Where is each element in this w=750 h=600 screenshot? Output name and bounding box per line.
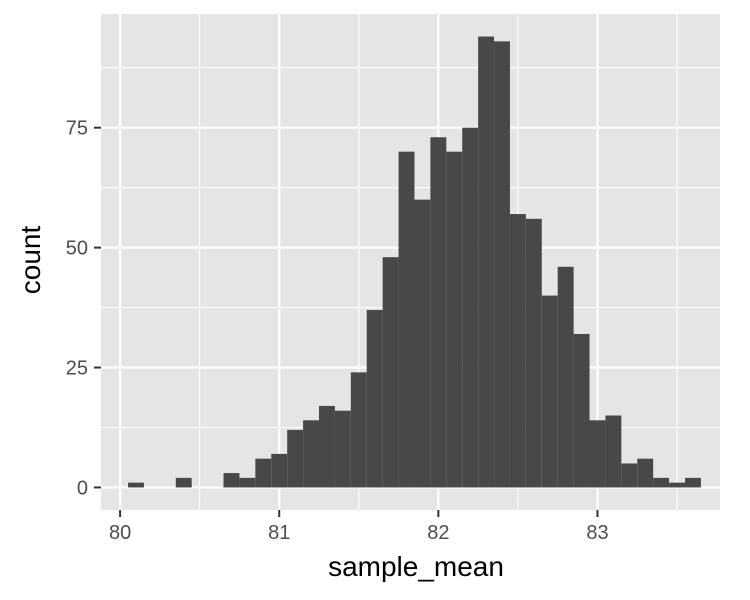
histogram-bar xyxy=(525,218,542,488)
histogram-bar xyxy=(494,41,510,488)
histogram-bar xyxy=(462,127,479,488)
histogram-bar xyxy=(446,151,463,488)
histogram-bars xyxy=(128,36,701,488)
histogram-bar xyxy=(684,477,701,488)
histogram-bar xyxy=(319,405,335,488)
histogram-bar xyxy=(589,420,606,488)
y-tick-label: 25 xyxy=(66,358,88,380)
histogram-bar xyxy=(350,372,367,488)
x-tick-label: 83 xyxy=(586,522,608,544)
histogram-bar xyxy=(430,137,447,488)
histogram-bar xyxy=(557,266,574,488)
y-tick-label: 50 xyxy=(66,238,88,260)
histogram-bar xyxy=(303,420,320,488)
y-axis: 0 25 50 75 xyxy=(66,118,101,499)
y-tick-label: 0 xyxy=(77,477,88,499)
histogram-bar xyxy=(382,257,399,488)
histogram-bar xyxy=(366,309,383,488)
histogram-bar xyxy=(175,477,192,488)
histogram-bar xyxy=(573,333,590,488)
x-tick-label: 80 xyxy=(109,522,131,544)
histogram-bar xyxy=(605,415,622,488)
histogram-bar xyxy=(239,477,256,488)
histogram-bar xyxy=(478,36,495,488)
histogram-bar xyxy=(669,482,685,488)
histogram-bar xyxy=(653,477,670,488)
histogram-bar xyxy=(128,482,144,488)
x-axis-title: sample_mean xyxy=(328,551,504,582)
histogram-bar xyxy=(414,199,431,488)
histogram-bar xyxy=(621,463,638,488)
histogram-bar xyxy=(271,453,288,488)
histogram-bar xyxy=(509,214,526,488)
x-tick-label: 82 xyxy=(427,522,449,544)
y-tick-label: 75 xyxy=(66,118,88,140)
x-tick-label: 81 xyxy=(268,522,290,544)
histogram-bar xyxy=(334,410,351,488)
histogram-bar xyxy=(255,458,272,488)
y-axis-title: count xyxy=(15,226,46,295)
histogram-bar xyxy=(541,295,558,488)
histogram-bar xyxy=(637,458,654,488)
histogram-bar xyxy=(223,473,240,488)
histogram-bar xyxy=(287,429,304,488)
x-axis: 80 81 82 83 xyxy=(109,510,609,544)
histogram-bar xyxy=(398,151,415,488)
